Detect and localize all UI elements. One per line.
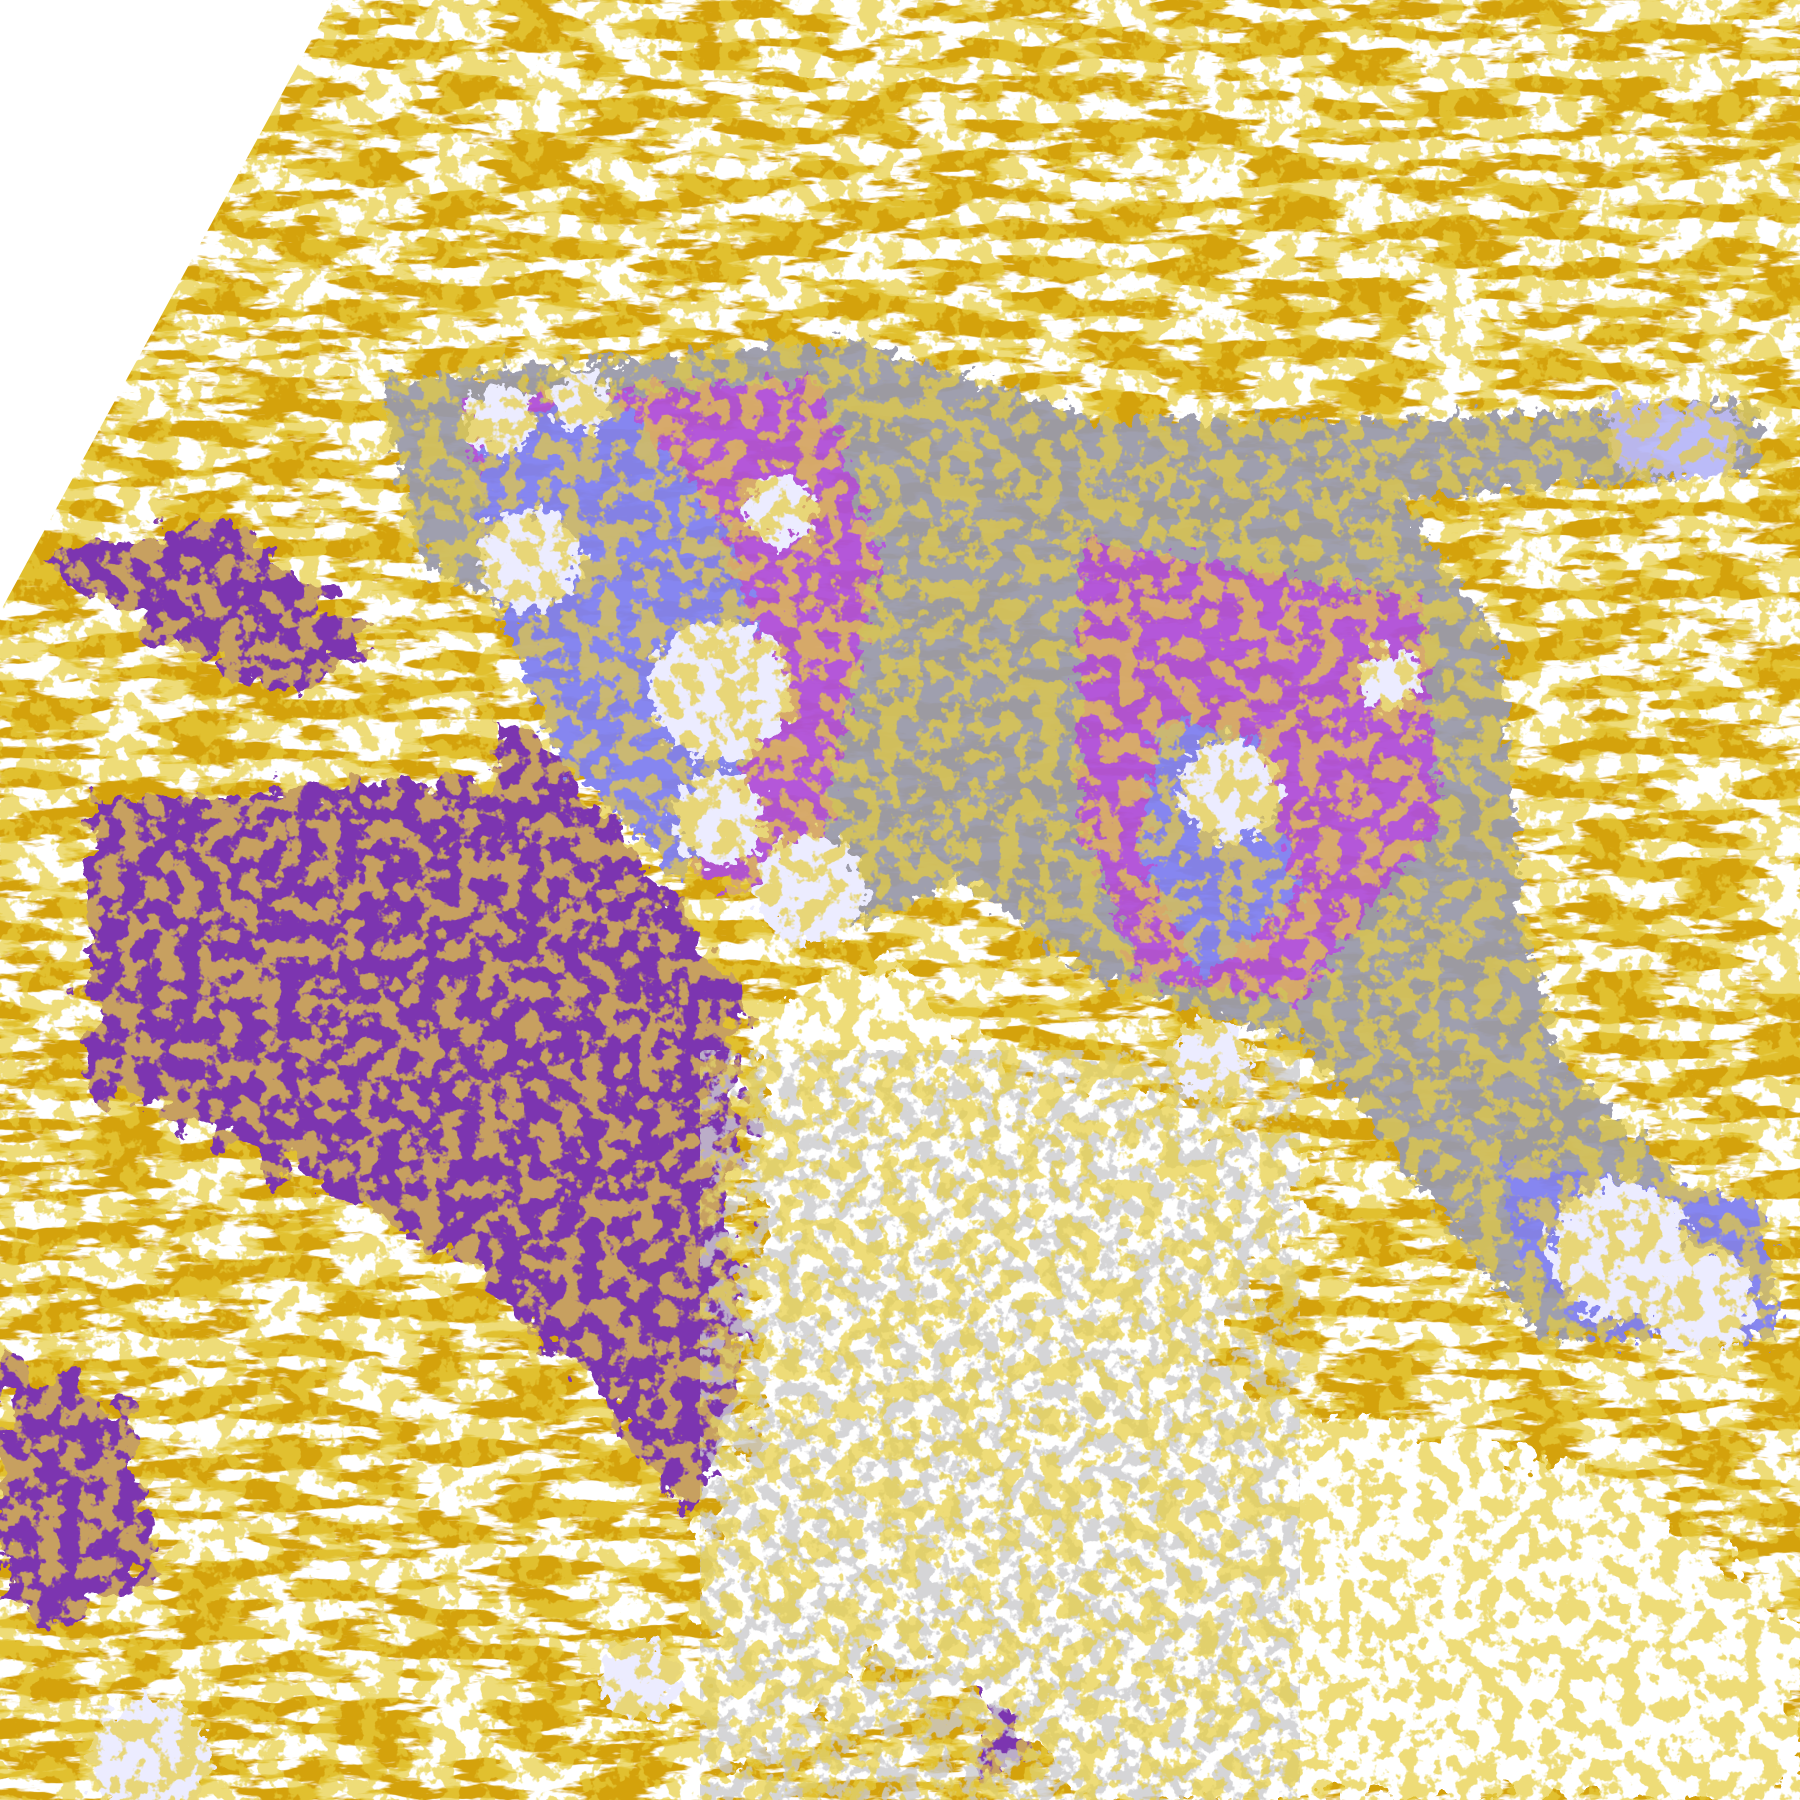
blank-corner xyxy=(0,0,333,612)
